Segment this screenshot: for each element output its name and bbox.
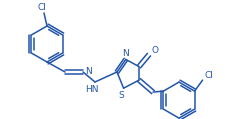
Text: Cl: Cl: [37, 2, 46, 12]
Text: S: S: [118, 91, 124, 100]
Text: HN: HN: [85, 84, 98, 94]
Text: N: N: [85, 67, 91, 75]
Text: N: N: [122, 49, 129, 58]
Text: O: O: [151, 46, 158, 55]
Text: Cl: Cl: [204, 71, 213, 80]
